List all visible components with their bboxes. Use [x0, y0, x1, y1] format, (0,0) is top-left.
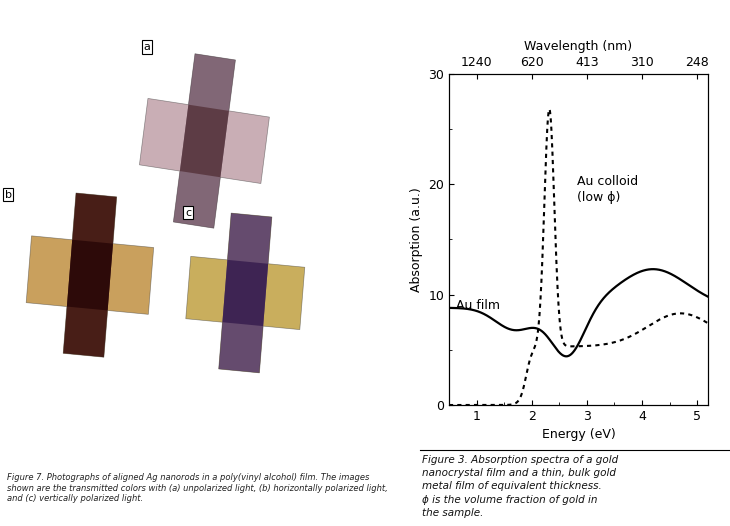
Polygon shape	[219, 213, 272, 373]
Text: Figure 3. Absorption spectra of a gold
nanocrystal film and a thin, bulk gold
me: Figure 3. Absorption spectra of a gold n…	[422, 455, 618, 518]
Text: Au colloid
(low ϕ): Au colloid (low ϕ)	[577, 175, 638, 204]
Polygon shape	[64, 193, 117, 357]
X-axis label: Wavelength (nm): Wavelength (nm)	[524, 40, 633, 53]
Text: Au film: Au film	[456, 299, 499, 312]
Polygon shape	[173, 54, 236, 228]
Polygon shape	[180, 105, 229, 177]
Text: Figure 7. Photographs of aligned Ag nanorods in a poly(vinyl alcohol) film. The : Figure 7. Photographs of aligned Ag nano…	[7, 473, 388, 503]
Polygon shape	[139, 54, 269, 228]
Polygon shape	[185, 213, 305, 373]
Polygon shape	[223, 260, 268, 326]
Text: c: c	[185, 207, 191, 218]
Polygon shape	[67, 240, 113, 310]
Text: a: a	[144, 42, 150, 52]
Polygon shape	[26, 193, 154, 357]
X-axis label: Energy (eV): Energy (eV)	[542, 429, 615, 441]
Text: b: b	[4, 189, 12, 200]
Y-axis label: Absorption (a.u.): Absorption (a.u.)	[410, 187, 423, 292]
